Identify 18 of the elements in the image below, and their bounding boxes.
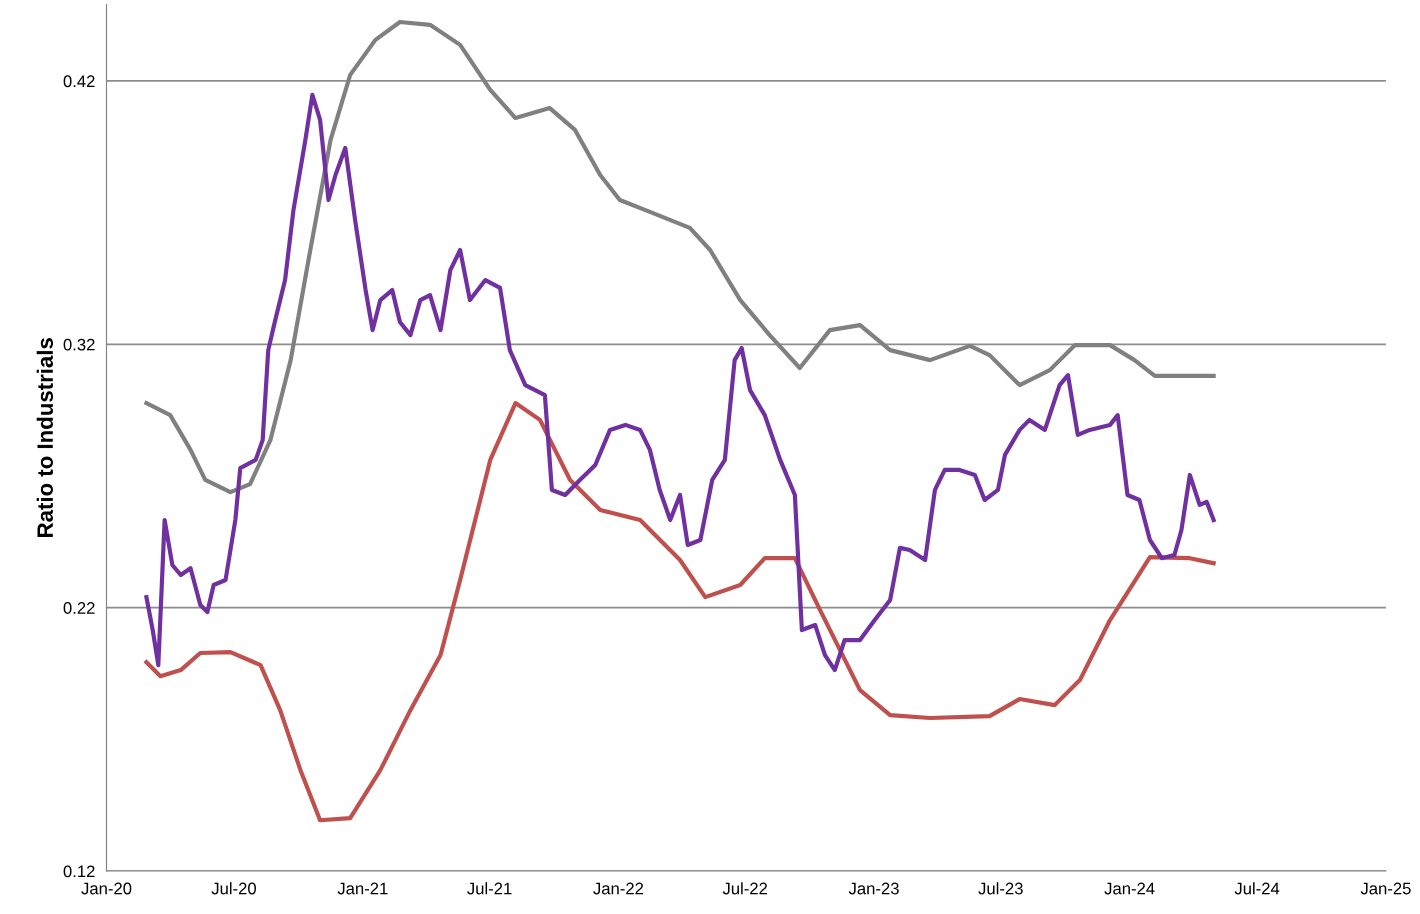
x-tick-label: Jan-20 bbox=[81, 882, 132, 895]
line-series bbox=[144, 92, 1216, 673]
x-tick-label: Jan-23 bbox=[848, 882, 899, 895]
y-tick-label: 0.22 bbox=[63, 602, 95, 614]
y-tick-label: 0.32 bbox=[63, 338, 95, 351]
x-tick-label: Jul-21 bbox=[467, 882, 512, 895]
x-tick-label: Jul-24 bbox=[1234, 882, 1280, 895]
y-tick-label: 0.42 bbox=[63, 75, 95, 88]
x-tick-label: Jan-21 bbox=[337, 882, 388, 895]
x-tick-label: Jan-24 bbox=[1104, 882, 1155, 895]
x-tick-label: Jul-22 bbox=[722, 882, 768, 895]
y-axis-title: Ratio to Industrials bbox=[36, 338, 54, 537]
x-tick-label: Jul-23 bbox=[978, 882, 1023, 895]
x-tick-label: Jan-22 bbox=[593, 882, 644, 895]
y-tick-label: 0.12 bbox=[63, 865, 95, 878]
line-series bbox=[144, 400, 1216, 823]
x-tick-label: Jul-20 bbox=[211, 882, 256, 895]
x-tick-label: Jan-25 bbox=[1360, 882, 1411, 895]
